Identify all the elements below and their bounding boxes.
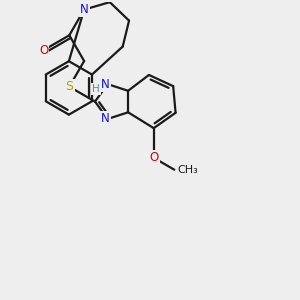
Text: N: N xyxy=(101,78,110,91)
Text: O: O xyxy=(39,44,48,57)
Text: S: S xyxy=(65,80,73,93)
Text: H: H xyxy=(92,84,100,94)
Text: O: O xyxy=(149,151,158,164)
Text: N: N xyxy=(80,3,88,16)
Text: N: N xyxy=(101,112,110,125)
Text: CH₃: CH₃ xyxy=(177,165,198,175)
